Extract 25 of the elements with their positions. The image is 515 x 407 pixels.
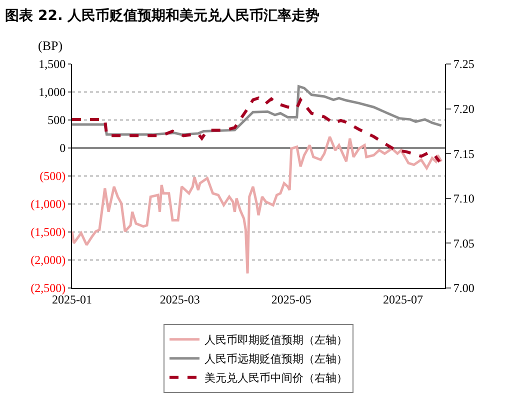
y-tick-label: (1,500) <box>30 225 66 240</box>
y-tick-label: (2,000) <box>30 253 66 268</box>
line-series <box>72 136 443 275</box>
y-tick-label: (500) <box>40 169 66 184</box>
x-tick-label: 2025-07 <box>382 292 423 306</box>
y2-tick-label: 7.05 <box>453 236 474 250</box>
y-tick-label: 500 <box>48 113 66 128</box>
y2-tick-label: 7.00 <box>453 281 474 296</box>
y-tick-label: 1,000 <box>38 85 66 100</box>
legend-label: 人民币远期贬值预期（左轴） <box>204 352 348 366</box>
y-tick-label: (1,000) <box>30 197 66 212</box>
y2-tick-label: 7.25 <box>453 57 474 72</box>
x-tick-label: 2025-03 <box>160 292 200 306</box>
y-tick-label: 1,500 <box>38 57 66 72</box>
y-tick-label: (2,500) <box>30 281 66 296</box>
legend-label: 人民币即期贬值预期（左轴） <box>204 334 348 347</box>
x-tick-label: 2025-05 <box>271 292 312 306</box>
legend-label: 美元兑人民币中间价（右轴） <box>204 372 348 385</box>
chart-title: 图表 22. 人民币贬值预期和美元兑人民币汇率走势 <box>5 6 320 24</box>
y2-tick-label: 7.20 <box>453 102 474 116</box>
y2-tick-label: 7.15 <box>453 146 474 161</box>
y-axis-title: (BP) <box>38 38 63 53</box>
line-series <box>72 96 442 164</box>
y-tick-label: 0 <box>60 141 66 156</box>
y2-tick-label: 7.10 <box>453 192 474 206</box>
